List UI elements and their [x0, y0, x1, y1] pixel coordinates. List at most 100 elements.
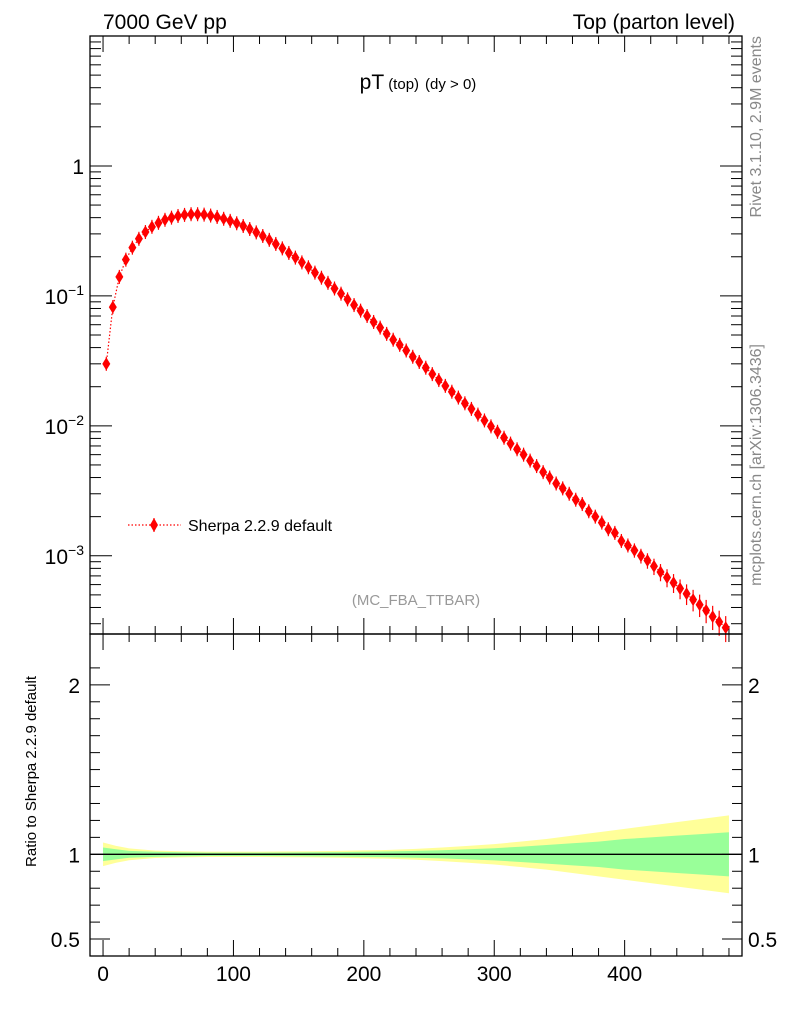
data-point	[337, 287, 346, 301]
data-point	[636, 549, 645, 563]
data-point	[591, 510, 600, 524]
plot-title: pT (top) (dy > 0)	[360, 71, 477, 94]
data-point	[363, 309, 372, 323]
data-point	[552, 476, 561, 490]
ratio-x-tick-label: 300	[477, 963, 512, 986]
data-point	[382, 327, 391, 341]
data-point	[187, 207, 196, 221]
data-point	[265, 233, 274, 247]
ratio-plot: 0.5 0.5 1 1 2 2 0 100 200 300 400 Ratio to Sherpa…	[23, 633, 777, 986]
data-point	[447, 385, 456, 399]
data-point	[323, 276, 332, 290]
data-point	[317, 271, 326, 285]
data-point	[174, 209, 183, 223]
data-point	[702, 603, 711, 617]
collision-label: 7000 GeV pp	[103, 11, 227, 34]
data-point	[128, 241, 137, 255]
data-point	[297, 255, 306, 269]
ratio-y-tick-label-right: 2	[748, 675, 760, 698]
data-point	[565, 487, 574, 501]
main-y-tick-base: 1	[72, 156, 84, 179]
data-point	[376, 321, 385, 335]
process-label: Top (parton level)	[573, 11, 735, 34]
ratio-y-tick-label-right: 0.5	[748, 929, 777, 952]
main-y-tick-exponent: −3	[68, 542, 84, 558]
data-point	[350, 298, 359, 312]
data-point	[121, 253, 130, 267]
data-point	[480, 413, 489, 427]
data-point	[649, 559, 658, 573]
main-y-tick-exponent: −2	[68, 412, 84, 428]
data-point	[356, 304, 365, 318]
data-point	[284, 246, 293, 260]
data-point	[232, 216, 241, 230]
plot-title-cut: (dy > 0)	[425, 76, 476, 93]
plot-title-sub: (top)	[388, 76, 419, 93]
data-point	[200, 208, 209, 222]
legend-marker	[150, 518, 158, 532]
ratio-frame	[89, 633, 743, 957]
ratio-x-tick-label: 0	[97, 963, 109, 986]
data-point	[291, 251, 300, 265]
data-point	[428, 367, 437, 381]
series-sherpa	[102, 207, 730, 643]
data-point	[180, 208, 189, 222]
data-point	[258, 229, 267, 243]
data-point	[571, 493, 580, 507]
data-point	[669, 576, 678, 590]
data-point	[500, 431, 509, 445]
data-point	[467, 402, 476, 416]
main-y-tick-label: 10−3	[45, 542, 85, 569]
data-point	[102, 357, 111, 371]
data-point	[226, 214, 235, 228]
data-point	[578, 497, 587, 511]
data-point	[402, 343, 411, 357]
main-y-tick-exponent: −1	[68, 282, 84, 298]
data-point	[630, 543, 639, 557]
data-point	[682, 587, 691, 601]
data-point	[545, 471, 554, 485]
data-point	[519, 448, 528, 462]
main-y-tick-label: 1	[72, 156, 84, 179]
main-y-tick-label: 10−2	[45, 412, 85, 439]
data-point	[206, 209, 215, 223]
data-point	[434, 373, 443, 387]
data-point	[369, 315, 378, 329]
ratio-x-tick-label: 100	[216, 963, 251, 986]
data-point	[532, 459, 541, 473]
ratio-x-tick-label: 200	[346, 963, 381, 986]
data-point	[695, 598, 704, 612]
data-point	[167, 211, 176, 225]
data-point	[526, 454, 535, 468]
data-point	[493, 425, 502, 439]
data-point	[689, 593, 698, 607]
data-point	[617, 534, 626, 548]
data-point	[213, 210, 222, 224]
series-line	[105, 213, 727, 629]
data-point	[310, 266, 319, 280]
ratio-y-tick-label-left: 0.5	[51, 929, 80, 952]
data-point	[304, 260, 313, 274]
data-point	[506, 437, 515, 451]
data-point	[656, 565, 665, 579]
data-point	[134, 232, 143, 246]
data-point	[513, 442, 522, 456]
data-point	[219, 212, 228, 226]
data-point	[643, 553, 652, 567]
data-point	[421, 361, 430, 375]
rivet-version-label: Rivet 3.1.10, 2.9M events	[748, 36, 765, 217]
data-point	[415, 355, 424, 369]
data-point	[663, 571, 672, 585]
plot-title-var: pT	[360, 71, 385, 94]
ratio-y-tick-label-left: 1	[68, 844, 80, 867]
data-point	[278, 241, 287, 255]
data-point	[473, 408, 482, 422]
data-point	[604, 522, 613, 536]
main-plot: 110−110−210−3 pT (top) (dy > 0) (MC_FBA_TT…	[45, 35, 743, 643]
data-point	[252, 225, 261, 239]
data-point	[597, 516, 606, 530]
data-point	[454, 391, 463, 405]
ratio-y-tick-label-right: 1	[748, 844, 760, 867]
main-y-tick-label: 10−1	[45, 282, 85, 309]
